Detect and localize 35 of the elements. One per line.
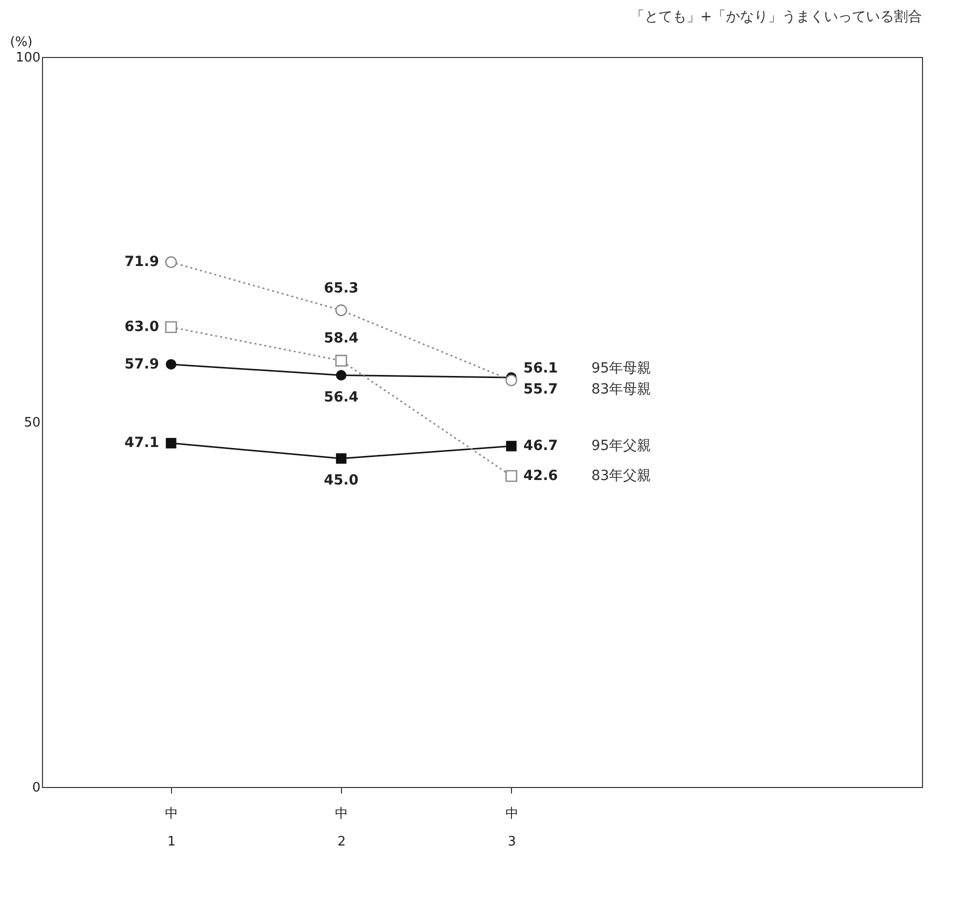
data-label: 58.4 bbox=[324, 330, 359, 347]
x-tick-label: 中 1 bbox=[165, 806, 178, 850]
y-tick-label: 100 bbox=[16, 50, 40, 66]
text: 83年母親 bbox=[591, 381, 652, 398]
data-label: 63.0 bbox=[124, 319, 160, 336]
data-label: 46.7 bbox=[523, 438, 558, 454]
data-label: 47.1 bbox=[124, 435, 160, 452]
point bbox=[165, 321, 177, 333]
text: 95年母親 bbox=[591, 360, 652, 376]
x-tick-label: 中 2 bbox=[335, 806, 348, 850]
data-label: 57.9 bbox=[124, 356, 160, 372]
point bbox=[336, 370, 346, 381]
x-tick-label: 中 3 bbox=[505, 806, 518, 850]
point bbox=[336, 453, 346, 464]
point bbox=[505, 470, 518, 482]
point bbox=[335, 354, 348, 367]
point bbox=[506, 440, 517, 452]
y-tick-label: 0 bbox=[32, 780, 40, 796]
data-label: 55.7 bbox=[523, 381, 558, 398]
data-label: 65.3 bbox=[324, 280, 358, 296]
point bbox=[165, 256, 177, 268]
y-axis-title: (%) bbox=[10, 35, 32, 50]
data-label: 42.6 bbox=[523, 468, 558, 484]
y-tick-label: 50 bbox=[24, 416, 40, 430]
text: 95年父親 bbox=[591, 438, 652, 454]
point bbox=[505, 374, 518, 386]
data-label: 45.0 bbox=[324, 472, 359, 488]
text: 83年父親 bbox=[591, 468, 652, 484]
data-label: 71.9 bbox=[124, 254, 160, 270]
data-label: 56.4 bbox=[324, 389, 359, 406]
point bbox=[335, 304, 348, 316]
point bbox=[166, 359, 176, 370]
text: 「とても」+「かなり」うまくいっている割合 bbox=[630, 9, 922, 25]
point bbox=[166, 438, 176, 448]
data-label: 56.1 bbox=[523, 360, 558, 376]
